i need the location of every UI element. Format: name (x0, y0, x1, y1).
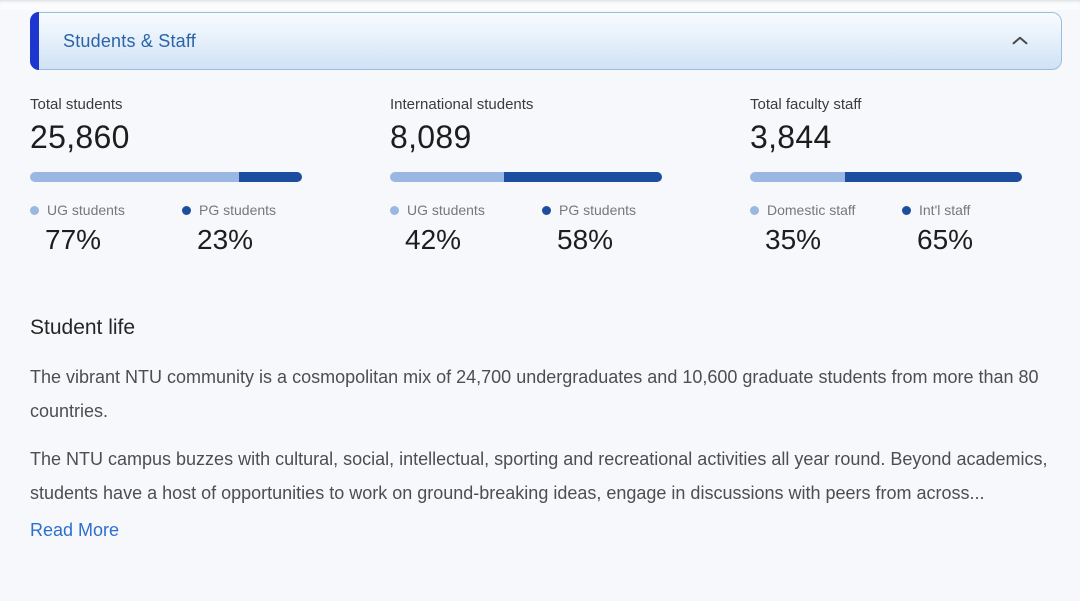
bar-segment-primary (750, 172, 846, 182)
legend-head: PG students (542, 202, 636, 218)
legend-head: Int'l staff (902, 202, 973, 218)
stat-legend: Domestic staff 35% Int'l staff 65% (750, 202, 1022, 256)
legend-dot-icon (30, 205, 39, 215)
stat-label: International students (390, 96, 534, 113)
legend-label: UG students (407, 202, 485, 218)
legend-dot-icon (750, 205, 759, 215)
stats-row: Total students 25,860 UG students 77% PG… (30, 96, 1080, 256)
stat-label: Total students (30, 96, 123, 113)
legend-dot-icon (542, 205, 551, 215)
legend-dot-icon (390, 205, 399, 215)
stat-value: 3,844 (750, 119, 832, 155)
legend-dot-icon (902, 205, 911, 215)
bar-segment-secondary (845, 172, 1022, 182)
stat-card: Total faculty staff 3,844 Domestic staff… (750, 96, 1022, 256)
legend-label: Int'l staff (919, 202, 971, 218)
stat-card: Total students 25,860 UG students 77% PG… (30, 96, 302, 256)
stat-label: Total faculty staff (750, 96, 862, 113)
legend-item: Domestic staff 35% (750, 202, 902, 256)
legend-item: PG students 23% (182, 202, 276, 256)
legend-head: UG students (30, 202, 182, 218)
stat-legend: UG students 77% PG students 23% (30, 202, 302, 256)
bar-segment-primary (30, 172, 240, 182)
stat-card: International students 8,089 UG students… (390, 96, 662, 256)
student-life-section: Student life The vibrant NTU community i… (30, 316, 1050, 541)
bar-segment-secondary (504, 172, 662, 182)
legend-label: Domestic staff (767, 202, 856, 218)
legend-dot-icon (182, 205, 191, 215)
student-life-heading: Student life (30, 316, 136, 339)
legend-head: Domestic staff (750, 202, 902, 218)
legend-percent: 58% (557, 224, 614, 255)
student-life-paragraph-1: The vibrant NTU community is a cosmopoli… (30, 367, 1039, 421)
legend-item: PG students 58% (542, 202, 636, 256)
legend-item: UG students 77% (30, 202, 182, 256)
legend-percent: 77% (45, 224, 102, 255)
legend-percent: 65% (917, 224, 974, 255)
page-top-edge (0, 0, 1080, 10)
stat-value: 8,089 (390, 119, 472, 155)
stat-split-bar (390, 172, 662, 182)
chevron-up-icon[interactable] (1009, 30, 1031, 52)
legend-item: Int'l staff 65% (902, 202, 973, 256)
legend-percent: 42% (405, 224, 462, 255)
legend-head: PG students (182, 202, 276, 218)
stat-value: 25,860 (30, 119, 130, 155)
legend-label: PG students (559, 202, 637, 218)
accordion-title: Students & Staff (63, 30, 196, 51)
legend-label: PG students (199, 202, 277, 218)
stat-legend: UG students 42% PG students 58% (390, 202, 662, 256)
read-more-link[interactable]: Read More (30, 520, 120, 540)
stat-split-bar (750, 172, 1022, 182)
legend-percent: 23% (197, 224, 254, 255)
bar-segment-primary (390, 172, 505, 182)
bar-segment-secondary (239, 172, 302, 182)
legend-item: UG students 42% (390, 202, 542, 256)
stat-split-bar (30, 172, 302, 182)
accordion-accent-bar (30, 12, 39, 70)
accordion-header-students-staff[interactable]: Students & Staff (30, 12, 1062, 70)
legend-head: UG students (390, 202, 542, 218)
legend-label: UG students (47, 202, 125, 218)
legend-percent: 35% (765, 224, 822, 255)
student-life-paragraph-2: The NTU campus buzzes with cultural, soc… (30, 449, 1048, 503)
